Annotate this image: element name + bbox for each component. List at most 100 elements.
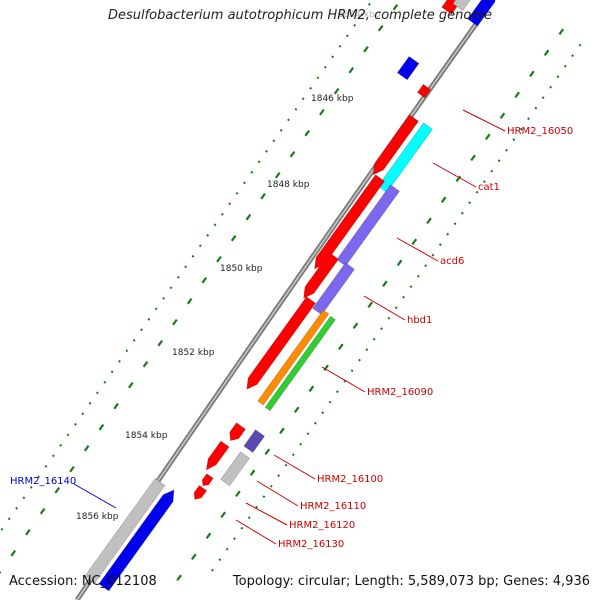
- scale-label: 1854 kbp: [125, 431, 168, 441]
- scale-label: 1848 kbp: [267, 180, 310, 190]
- gene-feature: [265, 316, 335, 411]
- tick-mark: [45, 466, 46, 468]
- tick-mark: [234, 538, 235, 540]
- tick-mark: [291, 152, 295, 157]
- gene-label-hrm2-16140[interactable]: HRM2_16140: [10, 476, 76, 487]
- tick-mark: [178, 277, 179, 279]
- gene-feature: [206, 441, 229, 470]
- tick-mark: [281, 130, 282, 132]
- leader-line: [236, 520, 276, 544]
- tick-mark: [249, 517, 250, 519]
- gene-feature: [230, 423, 246, 441]
- tick-mark: [501, 113, 505, 118]
- tick-mark: [177, 575, 181, 580]
- tick-mark: [70, 467, 74, 472]
- tick-mark: [506, 149, 507, 151]
- tick-mark: [339, 344, 343, 349]
- gene-feature: [221, 452, 250, 486]
- gene-label-cat1[interactable]: cat1: [478, 182, 500, 193]
- tick-mark: [23, 497, 24, 499]
- leader-line: [433, 163, 476, 187]
- tick-mark: [67, 434, 68, 436]
- tick-mark: [104, 382, 105, 384]
- tick-mark: [339, 46, 340, 48]
- tick-mark: [219, 559, 220, 561]
- gene-label-hrm2-16120[interactable]: HRM2_16120: [289, 520, 355, 531]
- tick-mark: [100, 425, 104, 430]
- tick-mark: [471, 155, 475, 160]
- gene-label-hrm2-16110[interactable]: HRM2_16110: [300, 501, 366, 512]
- tick-mark: [280, 428, 284, 433]
- tick-mark: [565, 65, 566, 67]
- tick-mark: [579, 44, 580, 46]
- tick-mark: [320, 110, 324, 115]
- tick-mark: [170, 287, 171, 289]
- tick-mark: [232, 236, 236, 241]
- tick-mark: [410, 286, 411, 288]
- tick-mark: [305, 131, 309, 136]
- tick-mark: [97, 392, 98, 394]
- tick-mark: [222, 214, 223, 216]
- tick-mark: [217, 257, 221, 262]
- tick-mark: [227, 548, 228, 550]
- tick-mark: [550, 86, 551, 88]
- tick-mark: [251, 470, 255, 475]
- leader-line: [322, 367, 365, 392]
- leader-line: [257, 481, 298, 506]
- gene-label-hrm2-16050[interactable]: HRM2_16050: [507, 126, 573, 137]
- tick-mark: [11, 551, 15, 556]
- tick-mark: [300, 443, 301, 445]
- tick-mark: [499, 160, 500, 162]
- gene-features: [85, 0, 496, 591]
- gene-label-hrm2-16100[interactable]: HRM2_16100: [317, 474, 383, 485]
- tick-mark: [545, 50, 549, 55]
- tick-mark: [148, 319, 149, 321]
- leader-line: [74, 484, 116, 508]
- tick-mark: [259, 161, 260, 163]
- scale-label: 1852 kbp: [172, 348, 215, 358]
- tick-mark: [144, 362, 148, 367]
- tick-mark: [241, 527, 242, 529]
- tick-mark: [265, 449, 269, 454]
- tick-mark: [337, 391, 338, 393]
- gene-label-hrm2-16130[interactable]: HRM2_16130: [278, 539, 344, 550]
- tick-mark: [273, 140, 274, 142]
- tick-mark: [263, 496, 264, 498]
- gene-feature: [202, 474, 213, 486]
- tick-mark: [75, 424, 76, 426]
- scale-label: 1850 kbp: [220, 264, 263, 274]
- tick-mark: [369, 4, 370, 6]
- tick-mark: [462, 212, 463, 214]
- tick-mark: [60, 445, 61, 447]
- tick-mark: [366, 349, 367, 351]
- tick-mark: [207, 533, 211, 538]
- tick-mark: [349, 68, 353, 73]
- tick-mark: [381, 328, 382, 330]
- accession-text: Accession: NC_012108: [9, 574, 157, 589]
- tick-mark: [119, 361, 120, 363]
- leader-line: [274, 455, 315, 479]
- tick-mark: [325, 67, 326, 69]
- tick-mark: [188, 299, 192, 304]
- gene-label-acd6[interactable]: acd6: [440, 256, 464, 267]
- tick-mark: [557, 76, 558, 78]
- tick-mark: [330, 401, 331, 403]
- tick-mark: [278, 475, 279, 477]
- gene-label-hbd1[interactable]: hbd1: [407, 315, 432, 326]
- tick-mark: [513, 139, 514, 141]
- tick-mark: [82, 413, 83, 415]
- tick-mark: [156, 308, 157, 310]
- scale-labels: 1844 kbp 1846 kbp 1848 kbp 1850 kbp 1852…: [76, 10, 381, 522]
- tick-mark: [383, 281, 387, 286]
- tick-mark: [1, 529, 2, 531]
- tick-mark: [256, 506, 257, 508]
- tick-mark: [212, 569, 213, 571]
- tick-mark: [303, 98, 304, 100]
- tick-mark: [398, 260, 402, 265]
- gene-label-hrm2-16090[interactable]: HRM2_16090: [367, 387, 433, 398]
- scale-label: 1846 kbp: [311, 94, 354, 104]
- tick-mark: [55, 488, 59, 493]
- scale-label: 1856 kbp: [76, 512, 119, 522]
